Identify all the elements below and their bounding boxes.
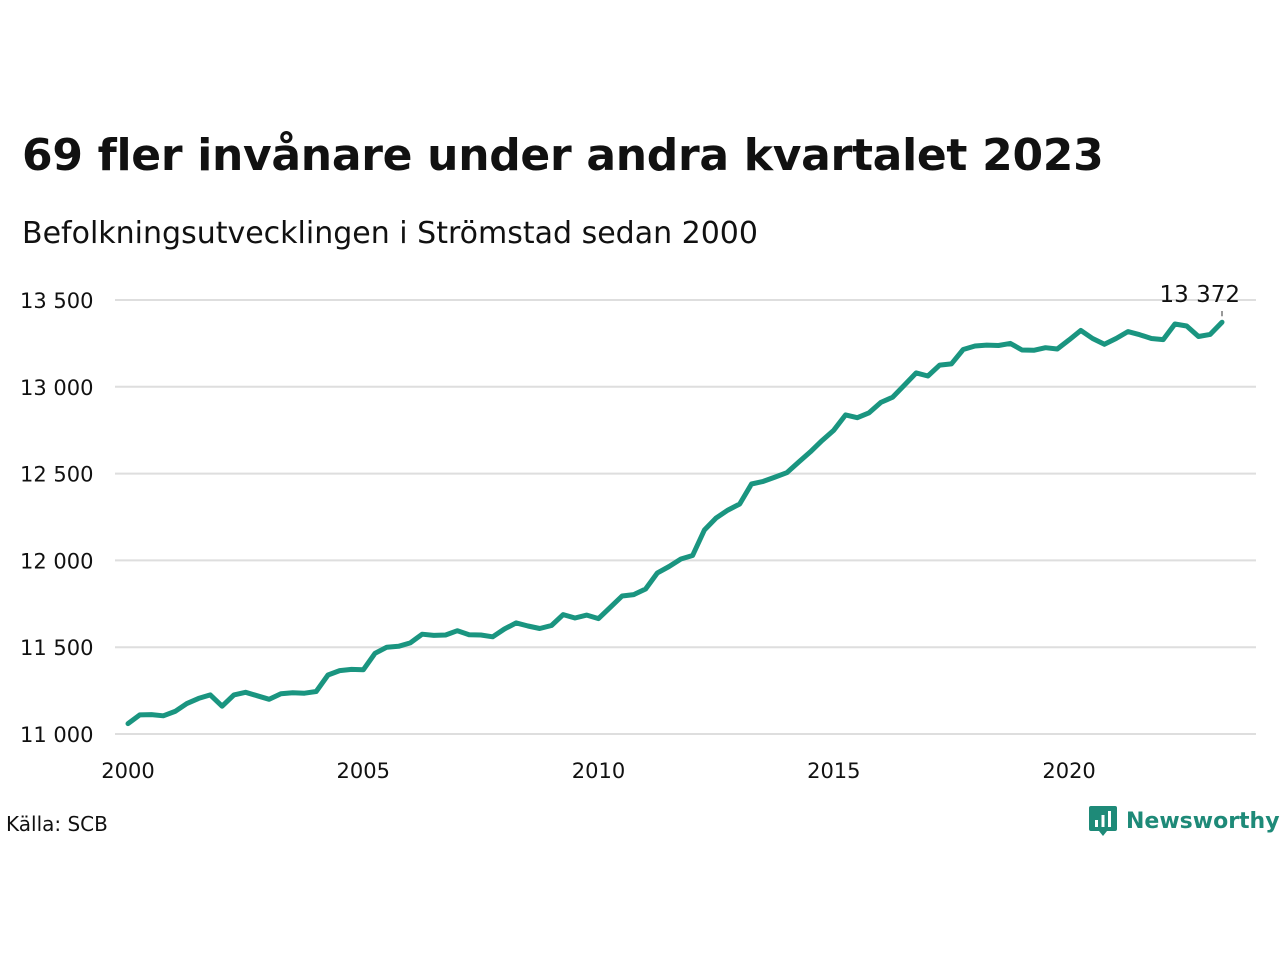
x-tick-label: 2005 [337, 759, 390, 783]
y-tick-label: 12 500 [20, 463, 93, 487]
newsworthy-logo: Newsworthy [1088, 804, 1280, 838]
end-value-label: 13 372 [1160, 282, 1240, 308]
x-tick-label: 2010 [572, 759, 625, 783]
x-tick-label: 2015 [807, 759, 860, 783]
series-line [125, 319, 1225, 727]
end-annotation: 13 372 [1160, 282, 1240, 317]
y-tick-label: 13 000 [20, 376, 93, 400]
chart-title: 69 fler invånare under andra kvartalet 2… [22, 130, 1104, 181]
source-note: Källa: SCB [6, 812, 108, 836]
newsworthy-logo-icon [1089, 806, 1117, 836]
y-tick-label: 13 500 [20, 289, 93, 313]
x-axis-labels: 2000 2005 2010 2015 2020 [101, 759, 1096, 783]
chart-subtitle: Befolkningsutvecklingen i Strömstad seda… [22, 216, 758, 251]
newsworthy-brand: Newsworthy [1126, 808, 1280, 834]
x-tick-label: 2020 [1042, 759, 1095, 783]
y-tick-label: 11 000 [20, 723, 93, 747]
grid-lines [115, 299, 1256, 735]
x-tick-label: 2000 [101, 759, 154, 783]
y-tick-label: 12 000 [20, 549, 93, 573]
series-line-group [125, 319, 1225, 727]
y-tick-label: 11 500 [20, 636, 93, 660]
y-axis-labels: 11 000 11 500 12 000 12 500 13 000 13 500 [20, 289, 93, 747]
